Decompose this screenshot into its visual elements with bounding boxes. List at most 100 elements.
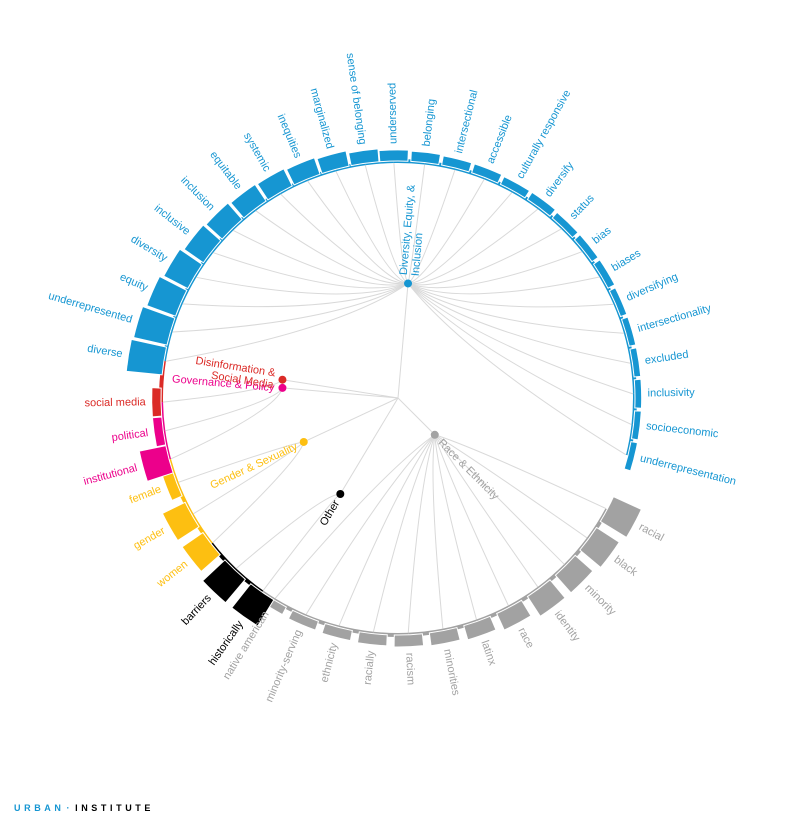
bar-intersectional: [441, 155, 473, 173]
term-label-accessible: accessible: [485, 113, 515, 165]
group-label-diversity-equity-inclusion: Diversity, Equity, &Inclusion: [398, 184, 430, 277]
bar-inclusion: [205, 202, 243, 240]
group-label-line: Inclusion: [410, 232, 426, 276]
bar-intersectionality: [620, 316, 637, 347]
bar-systemic: [256, 168, 293, 201]
bar-equity: [146, 275, 188, 317]
hub-link-other: [339, 397, 399, 495]
logo-urban: URBAN: [14, 803, 65, 813]
bar-minority: [554, 554, 594, 594]
bar-black: [579, 526, 620, 569]
link-diverse: [165, 283, 409, 362]
link-racism: [407, 434, 436, 633]
term-label-underrepresented: underrepresented: [47, 290, 134, 326]
bar-accessible: [470, 163, 503, 184]
link-status: [407, 228, 562, 286]
term-label-equity: equity: [118, 271, 150, 294]
link-black: [434, 434, 588, 539]
bar-racial: [599, 495, 643, 539]
term-label-racism: racism: [403, 652, 416, 685]
term-label-bias: bias: [590, 224, 614, 246]
link-women: [212, 441, 305, 544]
link-barriers: [235, 493, 341, 569]
link-underrepresented: [172, 283, 409, 333]
term-label-inequities: inequities: [275, 112, 304, 160]
link-diversity: [196, 276, 409, 295]
link-minority: [434, 434, 565, 565]
link-accessible: [407, 179, 485, 284]
bar-identity: [526, 579, 566, 617]
term-label-women: women: [154, 558, 190, 590]
bar-diversify: [526, 191, 557, 217]
link-inclusion: [233, 229, 409, 286]
term-label-belonging: belonging: [421, 98, 438, 147]
link-excluded: [407, 283, 631, 364]
link-inclusive: [213, 252, 409, 289]
link-racially: [372, 434, 436, 632]
bar-diversity: [163, 248, 203, 290]
bar-institutional: [138, 445, 174, 482]
term-label-excluded: excluded: [644, 349, 689, 367]
link-institutional: [170, 387, 283, 460]
term-label-intersectional: intersectional: [453, 89, 480, 155]
link-bias: [407, 251, 583, 289]
bar-minorities: [428, 626, 461, 647]
bar-biases: [592, 259, 616, 289]
bar-inclusive: [183, 224, 222, 264]
term-label-minority-serving: minority-serving: [263, 628, 304, 704]
urban-institute-logo: URBAN · INSTITUTE: [14, 803, 154, 813]
term-label-inclusion: inclusion: [178, 174, 217, 213]
term-label-female: female: [128, 483, 163, 506]
term-label-racially: racially: [362, 650, 378, 686]
hub-link-disinformation-social-media: [282, 379, 399, 399]
group-node-diversity-equity-inclusion: [404, 279, 413, 288]
link-native-american: [274, 434, 436, 599]
term-label-barriers: barriers: [180, 592, 215, 628]
term-label-diversity: diversity: [129, 233, 170, 264]
bar-marginalized: [316, 150, 350, 175]
bar-socioeconomic: [630, 410, 642, 441]
term-label-systemic: systemic: [241, 131, 273, 175]
group-node-gender-sexuality: [299, 437, 308, 446]
bar-inequities: [285, 157, 321, 186]
bar-underrepresentation: [623, 441, 639, 472]
term-label-latinx: latinx: [478, 639, 498, 668]
bar-race: [495, 599, 532, 631]
link-sense-of-belonging: [364, 165, 409, 284]
term-label-underrepresentation: underrepresentation: [639, 452, 737, 487]
bar-underrepresented: [133, 305, 176, 346]
term-label-status: status: [568, 192, 597, 222]
term-label-gender: gender: [132, 525, 168, 552]
bar-women: [181, 531, 221, 573]
hub-link-gender-sexuality: [303, 397, 399, 443]
term-label-minority: minority: [582, 582, 618, 618]
bar-ethnicity: [321, 622, 353, 642]
term-label-equitable: equitable: [207, 149, 244, 192]
term-label-diverse: diverse: [86, 343, 123, 360]
hub-link-governance-policy: [282, 387, 399, 399]
bar-political: [151, 416, 167, 448]
term-label-inclusive: inclusive: [152, 202, 193, 238]
link-culturally-responsive: [408, 192, 513, 284]
link-diversifying: [407, 283, 614, 308]
group-node-governance-policy: [278, 383, 287, 392]
term-label-diversifying: diversifying: [625, 271, 680, 304]
logo-institute: INSTITUTE: [75, 803, 155, 813]
term-label-political: political: [111, 427, 149, 444]
term-label-inclusivity: inclusivity: [648, 387, 696, 400]
term-label-ethnicity: ethnicity: [319, 641, 341, 684]
group-node-other: [336, 490, 345, 499]
term-label-social-media: social media: [84, 396, 146, 409]
term-label-biases: biases: [610, 247, 644, 274]
term-label-diversify: diversify: [543, 159, 577, 199]
bar-barriers: [201, 559, 247, 604]
link-inequities: [307, 180, 409, 284]
bar-social-media: [151, 387, 163, 418]
group-label-line: Gender & Sexuality: [208, 441, 299, 492]
bar-latinx: [463, 615, 497, 641]
bar-minority-serving: [287, 609, 320, 631]
term-label-sense-of-belonging: sense of belonging: [344, 52, 369, 145]
bar-belonging: [410, 150, 442, 166]
